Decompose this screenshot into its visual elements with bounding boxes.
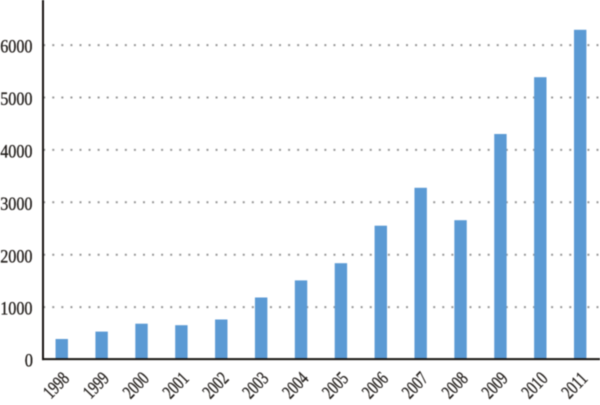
- svg-text:2000: 2000: [0, 246, 32, 267]
- svg-text:2005: 2005: [318, 368, 353, 400]
- svg-text:2010: 2010: [518, 368, 553, 400]
- svg-text:4000: 4000: [0, 142, 32, 163]
- svg-text:2006: 2006: [358, 368, 393, 400]
- svg-text:2007: 2007: [398, 368, 433, 400]
- svg-text:0: 0: [25, 351, 33, 372]
- svg-text:6000: 6000: [0, 37, 32, 58]
- svg-text:2008: 2008: [438, 368, 473, 400]
- svg-text:2009: 2009: [478, 368, 513, 400]
- svg-text:2004: 2004: [279, 368, 314, 400]
- svg-text:1999: 1999: [79, 368, 114, 400]
- svg-text:3000: 3000: [0, 194, 32, 215]
- svg-text:2001: 2001: [159, 368, 194, 400]
- svg-text:1998: 1998: [39, 368, 74, 400]
- svg-text:2003: 2003: [239, 368, 274, 400]
- svg-text:2002: 2002: [199, 368, 234, 400]
- svg-text:2000: 2000: [119, 368, 154, 400]
- svg-text:5000: 5000: [0, 89, 32, 110]
- svg-text:1000: 1000: [0, 299, 32, 320]
- svg-text:2011: 2011: [558, 368, 593, 400]
